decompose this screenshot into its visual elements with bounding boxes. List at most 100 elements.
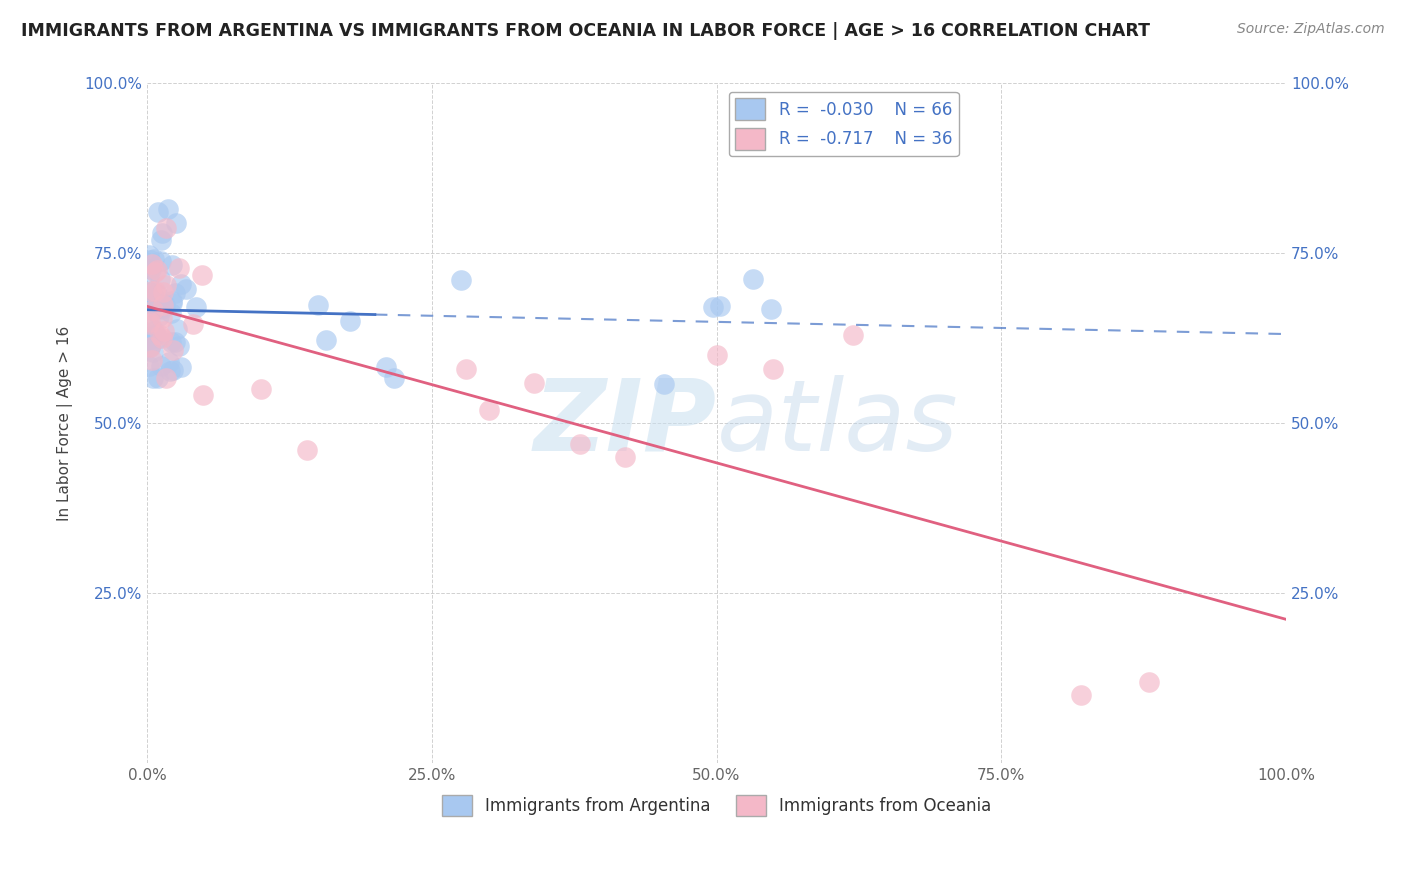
Point <box>152 285 174 299</box>
Point <box>160 293 183 308</box>
Point <box>166 322 188 336</box>
Point <box>143 326 166 341</box>
Point <box>160 306 183 320</box>
Point <box>143 289 166 303</box>
Point <box>150 311 173 326</box>
Point <box>193 388 215 402</box>
Point <box>138 248 160 262</box>
Point <box>160 259 183 273</box>
Point <box>145 328 167 343</box>
Point <box>138 252 160 267</box>
Point <box>191 268 214 282</box>
Point <box>150 302 173 317</box>
Point <box>523 376 546 390</box>
Point <box>155 221 177 235</box>
Point <box>842 327 865 342</box>
Point <box>138 359 160 373</box>
Text: atlas: atlas <box>717 375 957 472</box>
Point <box>478 402 501 417</box>
Point <box>614 450 637 465</box>
Point <box>150 233 173 247</box>
Point <box>149 301 172 315</box>
Point <box>142 296 165 310</box>
Point <box>169 261 191 276</box>
Point <box>155 370 177 384</box>
Point <box>382 370 405 384</box>
Point <box>157 202 180 216</box>
Point <box>141 257 163 271</box>
Point <box>149 272 172 286</box>
Point <box>150 226 173 240</box>
Point <box>454 362 477 376</box>
Point <box>149 254 172 268</box>
Point <box>167 338 190 352</box>
Point <box>143 265 166 279</box>
Point <box>138 271 160 285</box>
Point <box>149 327 172 342</box>
Point <box>181 317 204 331</box>
Point <box>170 359 193 374</box>
Point <box>146 287 169 301</box>
Point <box>163 335 186 350</box>
Point <box>139 315 162 329</box>
Point <box>142 325 165 339</box>
Point <box>148 331 170 345</box>
Point <box>155 278 177 293</box>
Point <box>174 282 197 296</box>
Point <box>153 324 176 338</box>
Point <box>142 298 165 312</box>
Point <box>142 330 165 344</box>
Point <box>139 262 162 277</box>
Point <box>148 309 170 323</box>
Point <box>139 285 162 300</box>
Point <box>150 331 173 345</box>
Point <box>702 301 724 315</box>
Point <box>709 299 731 313</box>
Point <box>148 205 170 219</box>
Point <box>159 363 181 377</box>
Point <box>143 302 166 317</box>
Point <box>143 285 166 299</box>
Point <box>155 298 177 312</box>
Point <box>142 344 165 359</box>
Point <box>568 436 591 450</box>
Point <box>157 355 180 369</box>
Point <box>652 376 675 391</box>
Point <box>1137 674 1160 689</box>
Point <box>761 301 783 316</box>
Point <box>339 314 361 328</box>
Y-axis label: In Labor Force | Age > 16: In Labor Force | Age > 16 <box>58 326 73 521</box>
Text: Source: ZipAtlas.com: Source: ZipAtlas.com <box>1237 22 1385 37</box>
Point <box>139 340 162 354</box>
Point <box>170 277 193 291</box>
Point <box>165 285 187 300</box>
Point <box>162 363 184 377</box>
Point <box>307 298 329 312</box>
Point <box>143 252 166 266</box>
Point <box>162 295 184 310</box>
Point <box>162 343 184 358</box>
Point <box>374 360 396 375</box>
Point <box>166 216 188 230</box>
Point <box>138 292 160 306</box>
Point <box>450 272 472 286</box>
Point <box>138 332 160 346</box>
Point <box>706 348 728 362</box>
Point <box>142 370 165 384</box>
Point <box>762 362 785 376</box>
Point <box>152 298 174 312</box>
Point <box>149 359 172 373</box>
Point <box>139 285 162 300</box>
Point <box>146 263 169 277</box>
Point <box>142 302 165 317</box>
Point <box>250 382 273 396</box>
Point <box>295 443 318 458</box>
Point <box>148 370 170 384</box>
Point <box>141 284 163 298</box>
Point <box>138 318 160 332</box>
Text: IMMIGRANTS FROM ARGENTINA VS IMMIGRANTS FROM OCEANIA IN LABOR FORCE | AGE > 16 C: IMMIGRANTS FROM ARGENTINA VS IMMIGRANTS … <box>21 22 1150 40</box>
Point <box>138 318 160 333</box>
Point <box>141 352 163 367</box>
Point <box>149 301 172 316</box>
Point <box>1070 688 1092 702</box>
